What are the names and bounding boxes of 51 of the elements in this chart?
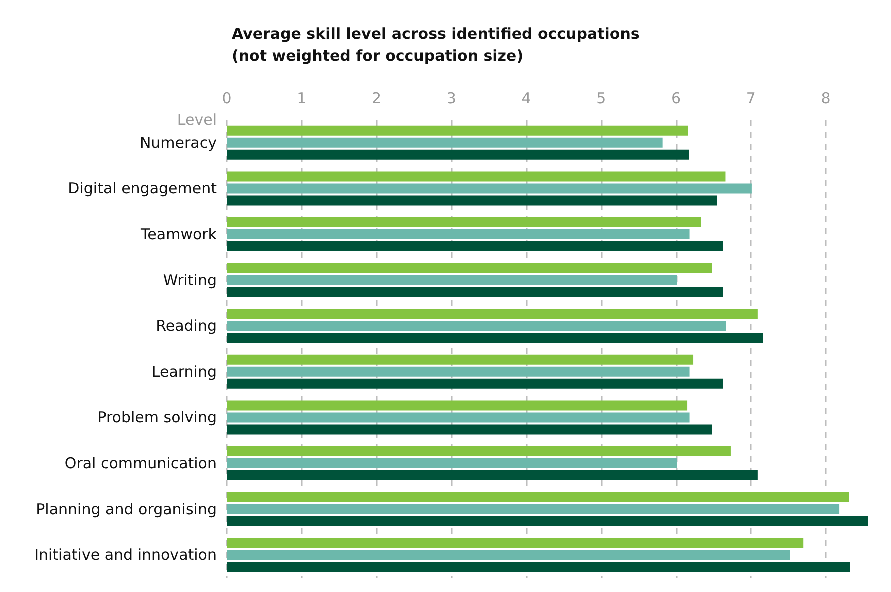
x-tick-label: 6 [672,90,682,108]
bar [227,263,712,274]
bar [227,309,758,320]
bar [227,333,764,344]
bar [227,550,790,560]
bar [227,366,690,377]
bar [227,321,726,332]
bar [227,538,804,548]
y-tick-label: Learning [152,362,217,381]
x-tick-label: 8 [821,90,831,108]
bar [227,516,868,526]
bar [227,458,678,468]
x-tick-label: 3 [446,90,456,108]
x-axis-title: Level [177,111,217,129]
bar [227,470,758,480]
bar [227,218,702,228]
bar [227,400,688,411]
bar [227,184,752,194]
y-tick-label: Initiative and innovation [34,546,217,564]
x-tick-label: 5 [596,90,606,108]
y-tick-label: Digital engagement [68,180,218,198]
x-tick-label: 4 [522,90,532,108]
bar [227,412,690,423]
bar [227,424,712,435]
bar [227,354,694,365]
y-tick-label: Numeracy [140,134,218,152]
bar [227,504,840,514]
bar [227,230,690,240]
bar [227,138,663,148]
bar [227,287,724,298]
x-tick-label: 2 [372,90,382,108]
bar [227,378,724,389]
chart-title: Average skill level across identified occupations (not weighted for occupation size) [232,25,640,65]
y-tick-label: Problem solving [98,408,217,427]
bar [227,446,731,456]
bar [227,492,850,502]
bar [227,126,688,136]
y-tick-label: Teamwork [140,226,218,244]
bar [227,242,724,252]
y-tick-label: Planning and organising [36,500,217,518]
x-tick-label: 1 [297,90,307,108]
x-tick-label: 7 [746,90,756,108]
bar [227,172,726,182]
x-tick-label: 0 [222,90,232,108]
bar [227,562,850,572]
bar [227,275,678,286]
bar [227,196,718,206]
bar [227,150,690,160]
y-tick-label: Writing [163,271,217,290]
y-tick-label: Oral communication [64,454,217,472]
y-tick-label: Reading [156,317,217,336]
